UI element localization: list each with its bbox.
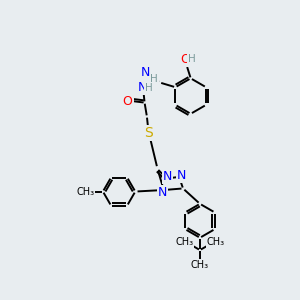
Text: N: N (163, 170, 172, 183)
Text: O: O (180, 52, 190, 66)
Text: N: N (158, 186, 167, 199)
Text: H: H (150, 74, 158, 84)
Text: H: H (188, 54, 195, 64)
Text: N: N (141, 66, 150, 79)
Text: S: S (144, 126, 153, 140)
Text: CH₃: CH₃ (191, 260, 209, 270)
Text: H: H (145, 83, 153, 93)
Text: CH₃: CH₃ (206, 237, 224, 248)
Text: CH₃: CH₃ (76, 187, 94, 196)
Text: O: O (123, 94, 133, 108)
Text: CH₃: CH₃ (176, 237, 194, 248)
Text: N: N (138, 81, 147, 94)
Text: N: N (177, 169, 186, 182)
